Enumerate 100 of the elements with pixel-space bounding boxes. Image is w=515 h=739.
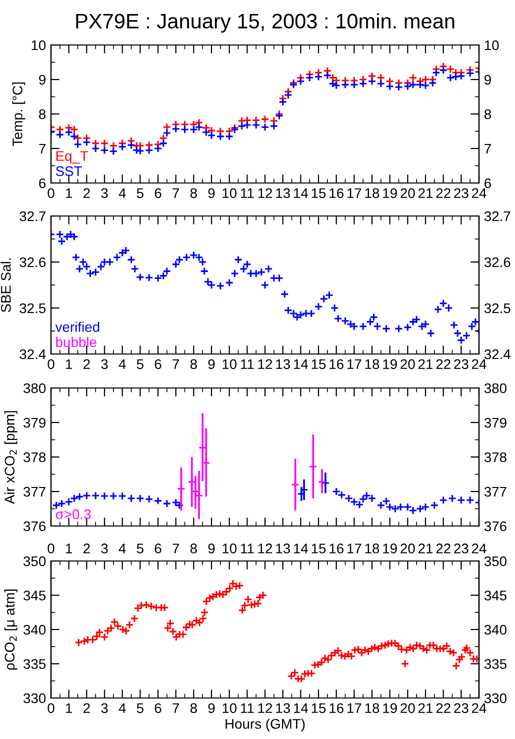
x2-tick-label: 3 — [101, 544, 108, 554]
x-tick-label: 2 — [84, 703, 90, 713]
x2-tick-label: 8 — [190, 544, 197, 554]
x-tick-label: 3 — [101, 359, 108, 370]
y-axis-title: ρCO$_{2}$ [μ atm] — [4, 590, 18, 670]
y-axis-title: Air xCO$_{2}$ [ppm] — [4, 411, 18, 504]
x-tick-label: 10 — [222, 188, 237, 198]
y2-tick-label: 345 — [484, 590, 506, 600]
x-tick-label: 7 — [172, 703, 179, 713]
x-tick-label: 1 — [66, 188, 72, 198]
x2-tick-label: 5 — [136, 544, 144, 554]
x-tick-label: 22 — [436, 703, 450, 713]
x-tick-label: 17 — [348, 359, 362, 369]
x-tick-label: 8 — [190, 359, 197, 370]
chart-title: PX79E : January 15, 2003 : 10min. mean — [76, 13, 454, 33]
text: σ>0.3 — [56, 509, 91, 520]
y2-tick-label: 340 — [484, 624, 506, 635]
x2-tick-label: 7 — [172, 544, 179, 554]
x-tick-label: 24 — [472, 703, 486, 713]
x-tick-label: 4 — [118, 359, 126, 369]
x-tick-label: 13 — [276, 188, 290, 198]
x-tick-label: 16 — [330, 359, 344, 370]
legend-label: bubble — [56, 336, 96, 348]
x2-tick-label: 11 — [241, 544, 254, 554]
x-tick-label: 21 — [418, 703, 433, 713]
x-tick-label: 14 — [294, 359, 308, 369]
x-tick-label: 19 — [383, 703, 397, 714]
y2-tick-label: 330 — [484, 693, 506, 704]
x-tick-label: 15 — [312, 188, 326, 198]
x-tick-label: 24 — [472, 188, 486, 198]
y-tick-label: 379 — [24, 418, 46, 428]
y2-tick-label: 350 — [484, 556, 506, 566]
y-tick-label: 6 — [39, 178, 46, 188]
x-tick-label: 0 — [48, 703, 54, 714]
series-label: SST — [56, 166, 82, 176]
x-tick-label: 20 — [400, 703, 415, 714]
y2-tick-label: 10 — [484, 40, 499, 50]
x-tick-label: 10 — [222, 359, 237, 370]
x-tick-label: 14 — [294, 188, 308, 198]
x-tick-label: 5 — [136, 703, 144, 714]
x-tick-label: 8 — [190, 703, 197, 714]
x-tick-label: 23 — [454, 703, 468, 714]
x-tick-label: 15 — [312, 359, 326, 370]
x-tick-label: 18 — [365, 359, 380, 370]
x2-tick-label: 2 — [84, 544, 90, 554]
y-tick-label: 335 — [24, 659, 46, 669]
x2-tick-label: 21 — [418, 544, 433, 554]
x-tick-label: 16 — [330, 703, 344, 714]
x-tick-label: 9 — [208, 188, 215, 198]
y-tick-label: 7 — [39, 144, 46, 154]
x2-tick-label: 6 — [154, 544, 162, 554]
x2-tick-label: 15 — [312, 544, 326, 554]
x2-tick-label: 22 — [436, 544, 450, 554]
x-tick-label: 8 — [190, 188, 197, 198]
x-tick-label: 0 — [48, 359, 54, 370]
y2-tick-label: 377 — [484, 486, 506, 497]
x-tick-label: 13 — [276, 703, 290, 714]
x-tick-label: 12 — [258, 703, 272, 713]
y2-tick-label: 32.4 — [484, 349, 510, 360]
y2-tick-label: 6 — [484, 178, 491, 188]
x-tick-label: 6 — [154, 703, 162, 714]
x2-tick-label: 24 — [472, 544, 486, 554]
x-tick-label: 24 — [472, 359, 486, 369]
y-tick-label: 330 — [24, 693, 46, 704]
x-tick-label: 21 — [418, 359, 433, 369]
x2-tick-label: 9 — [208, 544, 215, 554]
x-tick-label: 4 — [118, 703, 126, 713]
x-tick-label: 17 — [348, 188, 362, 198]
x-tick-label: 18 — [365, 188, 380, 198]
x-tick-label: 9 — [208, 359, 215, 370]
y2-tick-label: 8 — [484, 109, 491, 120]
y2-tick-label: 380 — [484, 383, 506, 394]
x-tick-label: 16 — [330, 188, 344, 198]
y-axis-title: SBE Sal. — [0, 258, 11, 312]
x-tick-label: 3 — [101, 703, 108, 714]
x2-tick-label: 4 — [118, 544, 126, 554]
y2-tick-label: 378 — [484, 452, 506, 462]
y-tick-label: 10 — [32, 40, 46, 50]
x-tick-label: 21 — [418, 188, 433, 198]
x2-tick-label: 16 — [330, 544, 344, 554]
y-tick-label: 350 — [24, 556, 46, 566]
x2-tick-label: 18 — [365, 544, 380, 554]
x-tick-label: 2 — [84, 188, 90, 198]
x-tick-label: 9 — [208, 703, 215, 714]
x-tick-label: 7 — [172, 359, 179, 369]
x-tick-label: 5 — [136, 188, 144, 198]
x-tick-label: 15 — [312, 703, 326, 714]
x-tick-label: 6 — [154, 359, 162, 370]
y-tick-label: 32.4 — [20, 349, 46, 360]
y-tick-label: 8 — [39, 109, 46, 120]
y-tick-label: 345 — [24, 590, 46, 600]
x-tick-label: 11 — [241, 703, 254, 713]
y2-tick-label: 376 — [484, 521, 506, 532]
y2-tick-label: 335 — [484, 659, 506, 669]
x-tick-label: 10 — [222, 703, 237, 714]
x-tick-label: 1 — [66, 359, 72, 369]
x-tick-label: 22 — [436, 188, 450, 198]
x-tick-label: 22 — [436, 359, 450, 369]
x-tick-label: 19 — [383, 188, 397, 198]
x-tick-label: 18 — [365, 703, 380, 714]
